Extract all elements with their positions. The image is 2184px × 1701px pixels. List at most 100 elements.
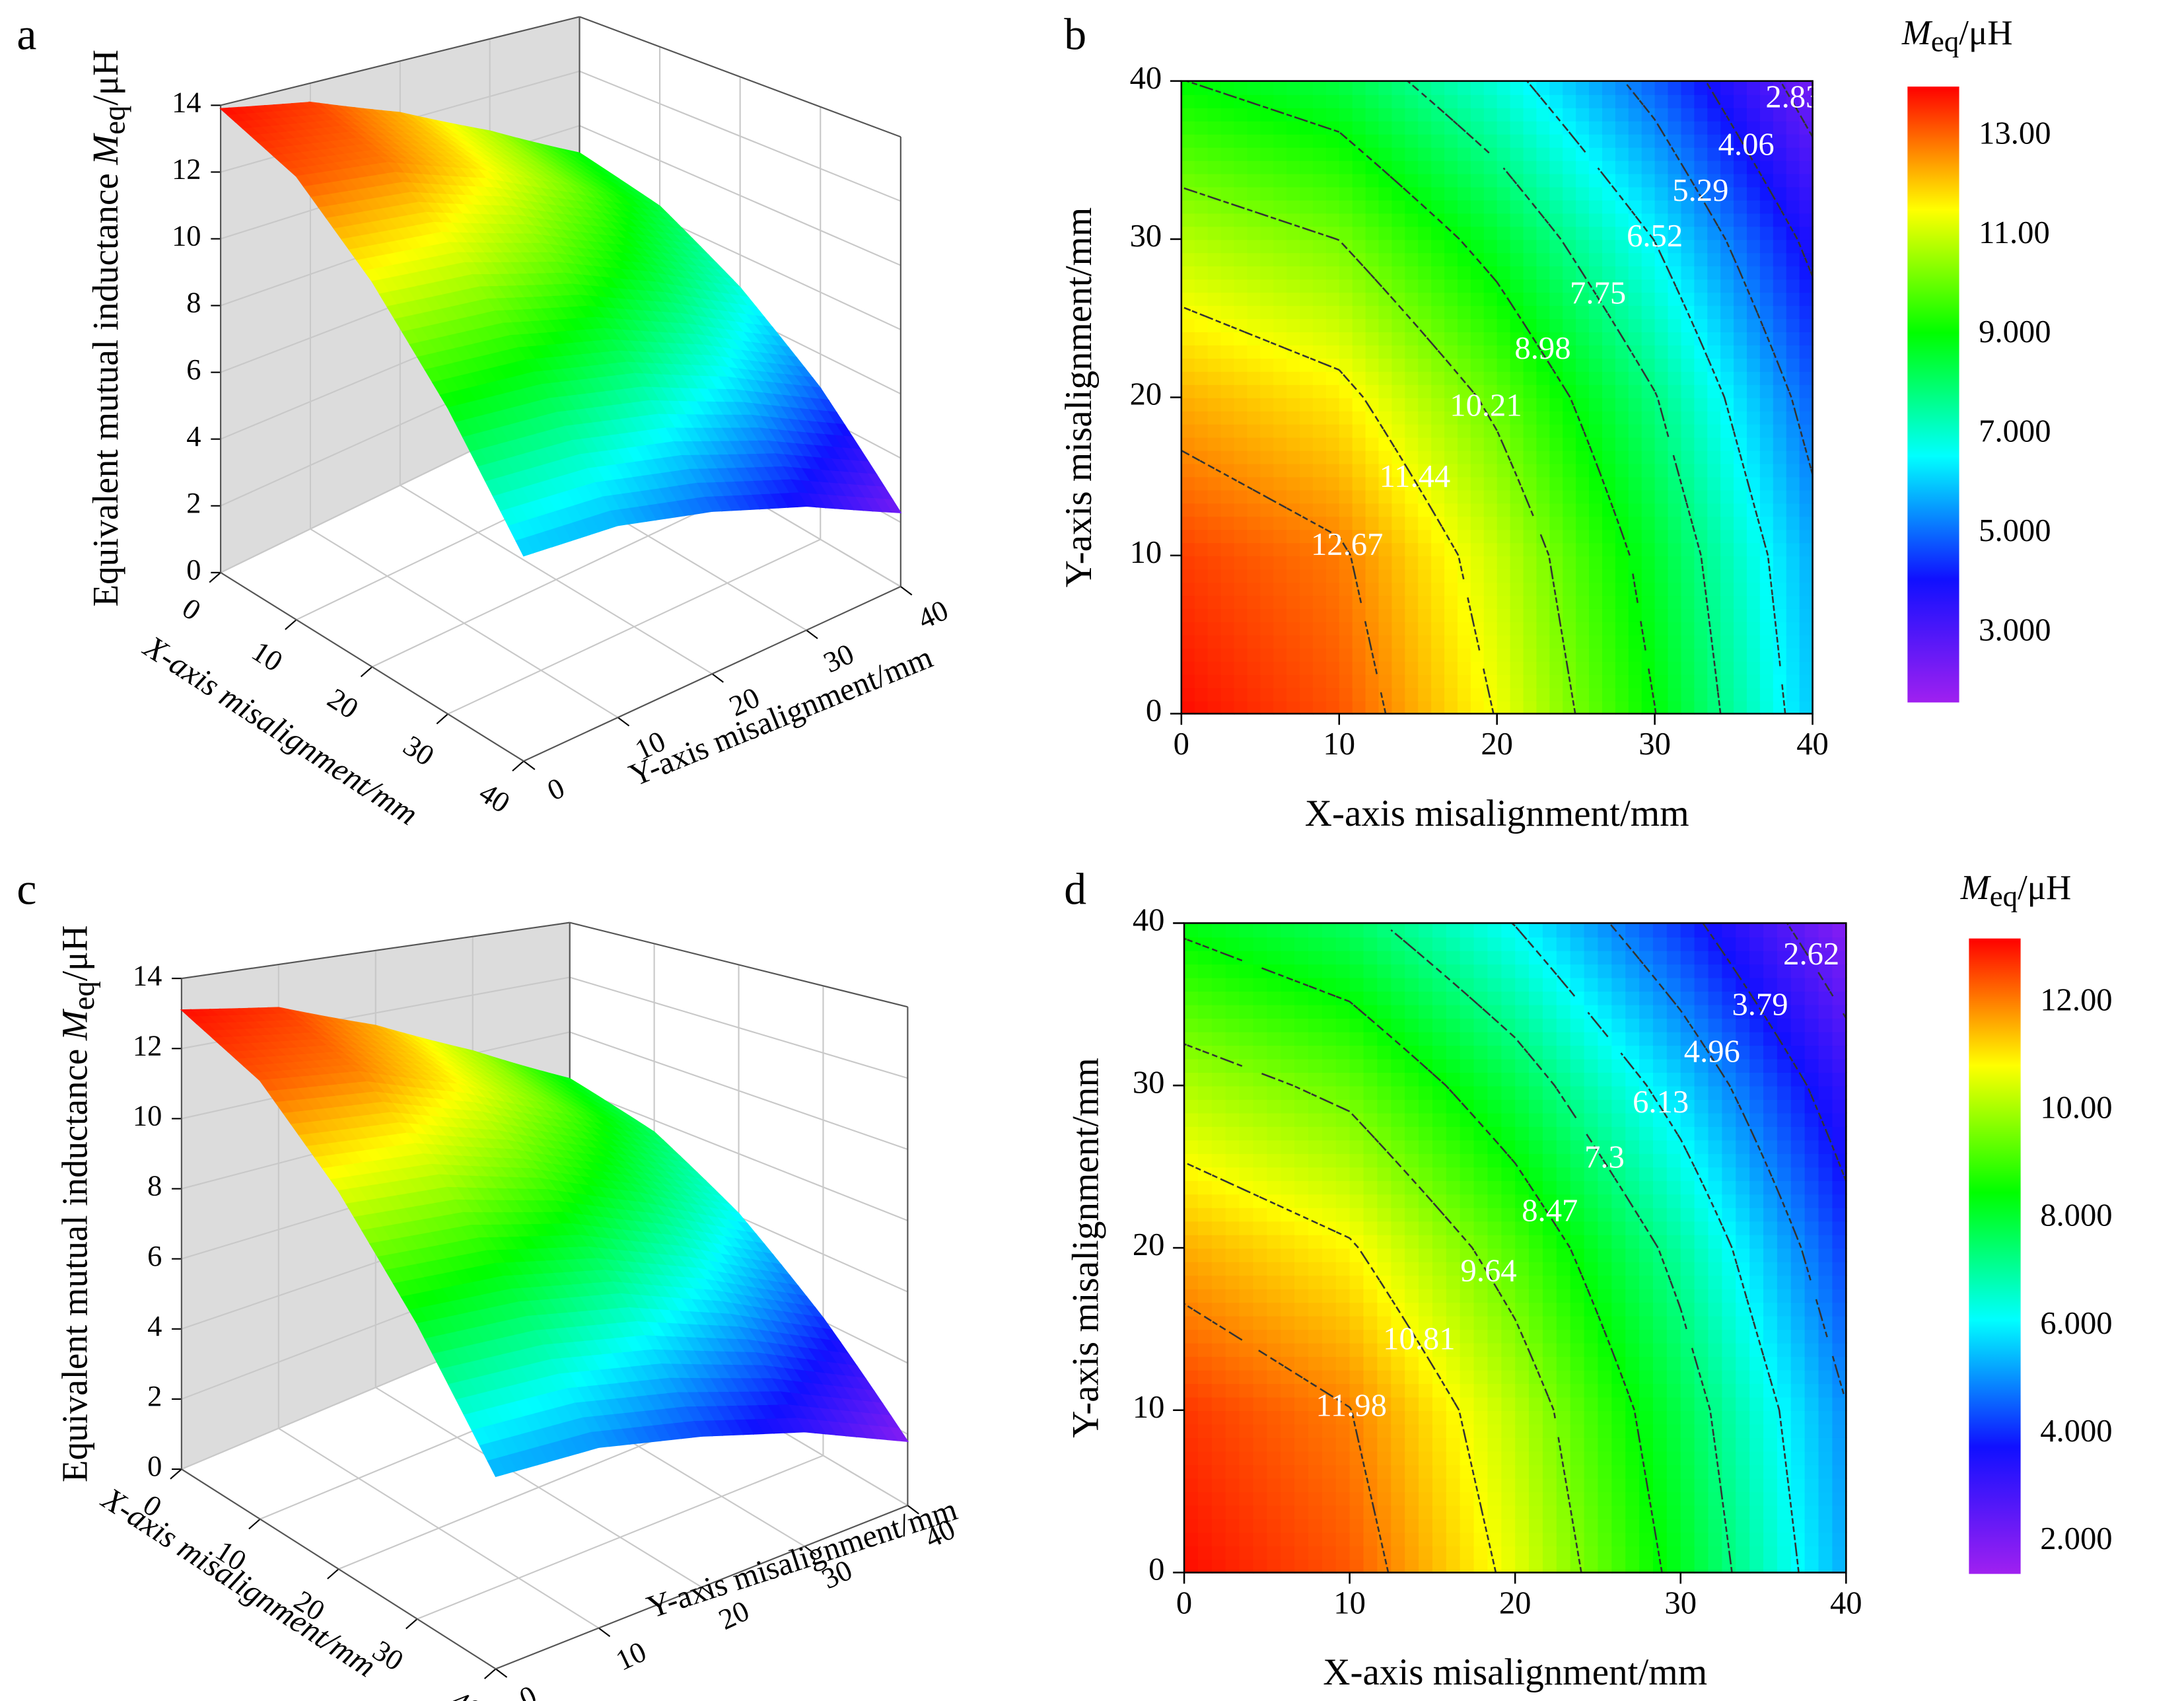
contour-cell bbox=[1759, 437, 1775, 451]
contour-cell bbox=[1497, 133, 1511, 148]
contour-cell bbox=[1325, 581, 1341, 597]
contour-cell bbox=[1391, 94, 1406, 108]
contour-cell bbox=[1194, 120, 1209, 135]
contour-cell bbox=[1470, 687, 1485, 702]
contour-cell bbox=[1720, 647, 1735, 662]
contour-cell bbox=[1220, 239, 1235, 254]
contour-cell bbox=[1220, 437, 1235, 451]
contour-cell bbox=[1365, 160, 1380, 174]
contour-cell bbox=[1378, 265, 1393, 280]
contour-cell bbox=[1418, 173, 1432, 188]
contour-cell bbox=[1457, 476, 1472, 491]
contour-cell bbox=[1300, 450, 1314, 464]
contour-cell bbox=[1589, 555, 1603, 570]
contour-cell bbox=[1523, 687, 1537, 702]
contour-cell bbox=[1734, 186, 1748, 201]
contour-cell bbox=[1247, 528, 1261, 544]
contour-cell bbox=[1300, 278, 1314, 293]
contour-cell bbox=[1628, 450, 1642, 464]
contour-cell bbox=[1470, 305, 1485, 320]
contour-cell bbox=[1418, 555, 1432, 570]
contour-cell bbox=[1668, 516, 1682, 530]
contour-cell bbox=[1365, 199, 1380, 214]
contour-cell bbox=[1431, 120, 1446, 135]
contour-cell bbox=[1510, 621, 1524, 635]
contour-cell bbox=[1325, 463, 1341, 478]
contour-cell bbox=[1405, 278, 1419, 293]
contour-cell bbox=[1681, 423, 1695, 438]
contour-cell bbox=[1418, 647, 1432, 662]
contour-cell bbox=[1549, 147, 1564, 161]
contour-cell bbox=[1247, 397, 1261, 412]
contour-cell bbox=[1352, 291, 1366, 307]
contour-cell bbox=[1418, 397, 1432, 412]
contour-cell bbox=[1365, 239, 1380, 254]
contour-cell bbox=[1589, 595, 1603, 609]
contour-cell bbox=[1510, 647, 1524, 662]
contour-cell bbox=[1391, 568, 1406, 583]
contour-cell bbox=[1273, 542, 1288, 557]
contour-cell bbox=[1339, 331, 1353, 345]
title-unit: /μH bbox=[1959, 14, 2012, 52]
contour-cell bbox=[1759, 568, 1775, 583]
contour-cell bbox=[1234, 357, 1248, 372]
contour-cell bbox=[1799, 674, 1814, 688]
contour-cell bbox=[1720, 503, 1735, 517]
contour-cell bbox=[1339, 700, 1353, 715]
contour-cell bbox=[1405, 608, 1419, 622]
contour-cell bbox=[1365, 344, 1380, 359]
contour-cell bbox=[1444, 344, 1459, 359]
contour-cell bbox=[1563, 173, 1577, 188]
contour-cell bbox=[1628, 397, 1642, 412]
contour-cell bbox=[1628, 331, 1642, 345]
contour-cell bbox=[1444, 423, 1459, 438]
contour-cell bbox=[1681, 278, 1695, 293]
contour-cell bbox=[1589, 239, 1603, 254]
contour-cell bbox=[1431, 687, 1446, 702]
contour-cell bbox=[1181, 700, 1196, 715]
contour-cell bbox=[1707, 252, 1722, 267]
contour-cell bbox=[1352, 278, 1366, 293]
contour-cell bbox=[1759, 687, 1775, 702]
contour-cell bbox=[1615, 634, 1630, 649]
contour-cell bbox=[1747, 423, 1761, 438]
contour-cell bbox=[1405, 331, 1419, 345]
contour-cell bbox=[1339, 173, 1353, 188]
contour-cell bbox=[1365, 133, 1380, 148]
contour-cell bbox=[1352, 608, 1366, 622]
contour-cell bbox=[1681, 608, 1695, 622]
contour-cell bbox=[1300, 608, 1314, 622]
contour-cell bbox=[1234, 516, 1248, 530]
contour-cell bbox=[1786, 239, 1800, 254]
contour-cell bbox=[1799, 384, 1814, 398]
contour-cell bbox=[1286, 199, 1301, 214]
contour-cell bbox=[1759, 160, 1775, 174]
contour-cell bbox=[1405, 94, 1419, 108]
contour-cell bbox=[1641, 528, 1656, 544]
contour-cell bbox=[1207, 120, 1222, 135]
contour-cell bbox=[1720, 265, 1735, 280]
contour-cell bbox=[1457, 516, 1472, 530]
contour-cell bbox=[1181, 331, 1196, 345]
contour-cell bbox=[1312, 107, 1327, 122]
contour-cell bbox=[1260, 516, 1275, 530]
contour-cell bbox=[1536, 160, 1551, 174]
contour-cell bbox=[1549, 252, 1564, 267]
contour-cell bbox=[1563, 542, 1577, 557]
contour-cell bbox=[1247, 120, 1261, 135]
contour-cell bbox=[1615, 147, 1630, 161]
contour-cell bbox=[1247, 423, 1261, 438]
contour-cell bbox=[1247, 147, 1261, 161]
contour-cell bbox=[1207, 278, 1222, 293]
contour-cell bbox=[1234, 621, 1248, 635]
contour-cell bbox=[1273, 318, 1288, 332]
contour-cell bbox=[1391, 199, 1406, 214]
contour-cell bbox=[1365, 595, 1380, 609]
contour-cell bbox=[1260, 199, 1275, 214]
z-tick-label: 0 bbox=[186, 553, 201, 586]
contour-cell bbox=[1536, 516, 1551, 530]
contour-cell bbox=[1563, 107, 1577, 122]
contour-cell bbox=[1747, 674, 1761, 688]
contour-cell bbox=[1497, 305, 1511, 320]
